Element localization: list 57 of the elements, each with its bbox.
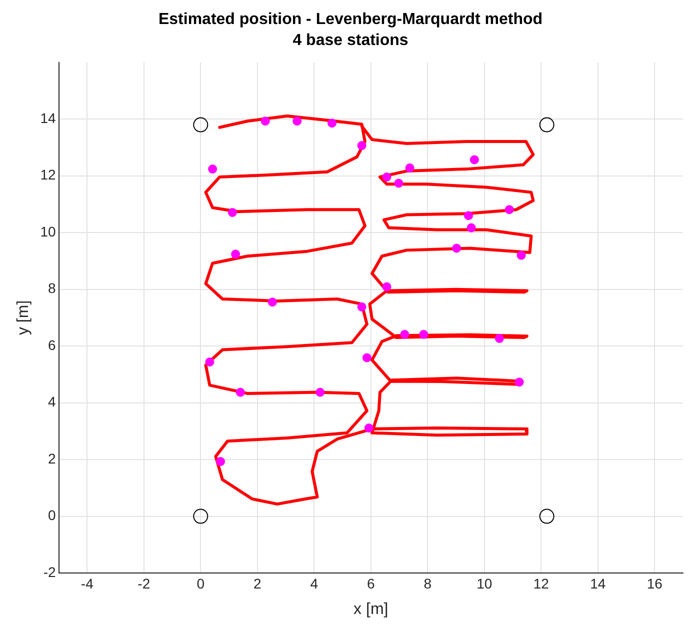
point	[470, 155, 479, 164]
x-tick-label: 12	[533, 575, 550, 592]
point	[268, 298, 277, 307]
point	[405, 163, 414, 172]
y-axis-title: y [m]	[15, 300, 32, 336]
point	[514, 378, 524, 387]
chart-subtitle: 4 base stations	[292, 32, 408, 50]
point	[228, 208, 237, 217]
x-tick-label: 2	[253, 575, 262, 592]
x-axis-title: x [m]	[354, 600, 388, 618]
point	[539, 508, 554, 524]
y-tick-label: -2	[43, 564, 56, 580]
x-tick-label: 14	[590, 575, 606, 592]
point	[357, 302, 366, 312]
point	[316, 388, 325, 397]
point	[464, 211, 473, 220]
point	[260, 116, 270, 126]
point	[400, 330, 410, 339]
point	[504, 205, 514, 214]
point	[539, 117, 554, 132]
point	[216, 457, 226, 466]
y-tick-label: 8	[48, 280, 56, 296]
x-tick-label: 4	[310, 575, 318, 592]
point	[466, 223, 476, 232]
y-tick-label: 4	[48, 394, 56, 410]
y-tick-label: 6	[48, 336, 56, 353]
y-tick-label: 14	[40, 110, 56, 126]
x-tick-label: 8	[424, 575, 432, 592]
y-tick-label: 0	[48, 507, 56, 524]
x-tick-label: 0	[196, 575, 205, 592]
point	[328, 118, 337, 128]
point	[205, 357, 214, 366]
point	[419, 330, 428, 339]
y-tick-label: 12	[40, 166, 56, 183]
x-tick-label: -2	[138, 575, 150, 592]
point	[292, 116, 302, 126]
point	[193, 508, 208, 524]
point	[394, 178, 404, 188]
point	[193, 117, 208, 132]
point	[382, 172, 392, 182]
point	[208, 164, 218, 174]
y-tick-label: 10	[40, 223, 56, 240]
x-tick-label: 6	[366, 575, 375, 592]
point	[516, 250, 526, 260]
point	[452, 244, 462, 253]
point	[231, 250, 240, 259]
x-tick-label: -4	[80, 575, 94, 592]
x-tick-label: 16	[646, 575, 663, 592]
x-tick-label: 10	[476, 575, 492, 592]
point	[494, 334, 504, 343]
point	[382, 282, 392, 292]
point	[236, 388, 245, 397]
point	[357, 141, 366, 150]
chart-title: Estimated position - Levenberg-Marquardt method	[158, 11, 543, 28]
point	[364, 424, 374, 433]
point	[362, 353, 372, 362]
y-tick-label: 2	[48, 450, 56, 466]
